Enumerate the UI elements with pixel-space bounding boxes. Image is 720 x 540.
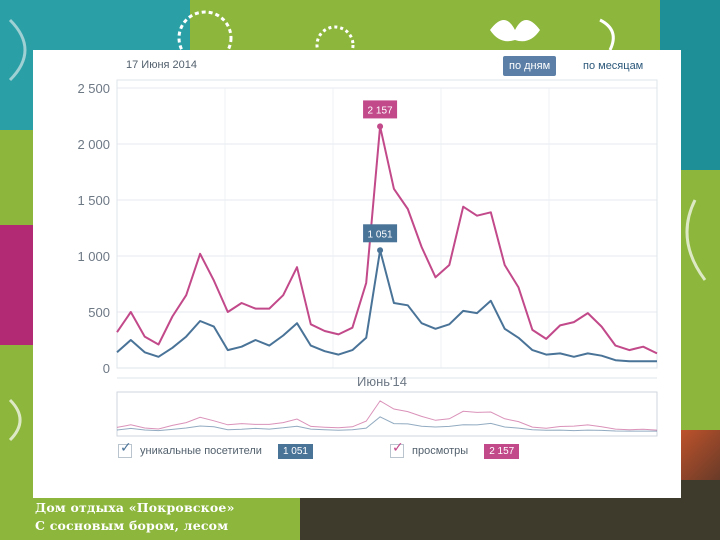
peak-point <box>377 123 384 130</box>
legend-label-unique: уникальные посетители <box>140 445 262 457</box>
peak-point <box>377 247 384 254</box>
tab-by-months[interactable]: по месяцам <box>583 60 644 72</box>
y-tick-label: 0 <box>103 361 110 376</box>
x-axis-label: Июнь'14 <box>357 374 407 389</box>
legend-label-views: просмотры <box>412 445 469 457</box>
navigator-line <box>116 400 658 431</box>
range-navigator <box>116 391 658 437</box>
caption-line-1: Дом отдыха «Покровское» <box>35 500 235 515</box>
checkbox-unique-visitors[interactable]: ✓ <box>118 440 132 458</box>
main-series <box>116 125 658 363</box>
peak-label: 2 157 <box>368 105 393 116</box>
checkbox-views[interactable]: ✓ <box>390 440 404 458</box>
y-tick-label: 1 000 <box>77 249 110 264</box>
plot-frame <box>116 79 658 369</box>
y-tick-label: 1 500 <box>77 193 110 208</box>
y-axis-ticks: 0 500 1 000 1 500 2 000 2 500 <box>77 81 110 376</box>
series-line <box>116 125 658 355</box>
legend-views[interactable]: ✓ просмотры 2 157 <box>390 440 520 461</box>
chart-grid <box>116 79 658 379</box>
peak-annotations: 2 157 1 051 <box>363 100 398 254</box>
peak-label-box <box>363 100 398 119</box>
y-tick-label: 2 500 <box>77 81 110 96</box>
date-label: 17 Июня 2014 <box>126 59 198 71</box>
navigator-frame <box>116 391 658 437</box>
tab-by-days[interactable]: по дням <box>503 56 557 76</box>
caption-line-2: С сосновым бором, лесом <box>35 518 229 533</box>
legend-badge-views: 2 157 <box>484 443 520 459</box>
y-tick-label: 500 <box>88 305 110 320</box>
legend-badge-unique: 1 051 <box>277 443 313 459</box>
peak-label-box <box>363 224 398 243</box>
navigator-line <box>116 416 657 432</box>
y-tick-label: 2 000 <box>77 137 110 152</box>
series-line <box>116 249 657 363</box>
check-icon: ✓ <box>120 440 132 456</box>
peak-label: 1 051 <box>368 229 393 240</box>
check-icon: ✓ <box>392 440 404 456</box>
legend-unique-visitors[interactable]: ✓ уникальные посетители 1 051 <box>118 441 313 461</box>
